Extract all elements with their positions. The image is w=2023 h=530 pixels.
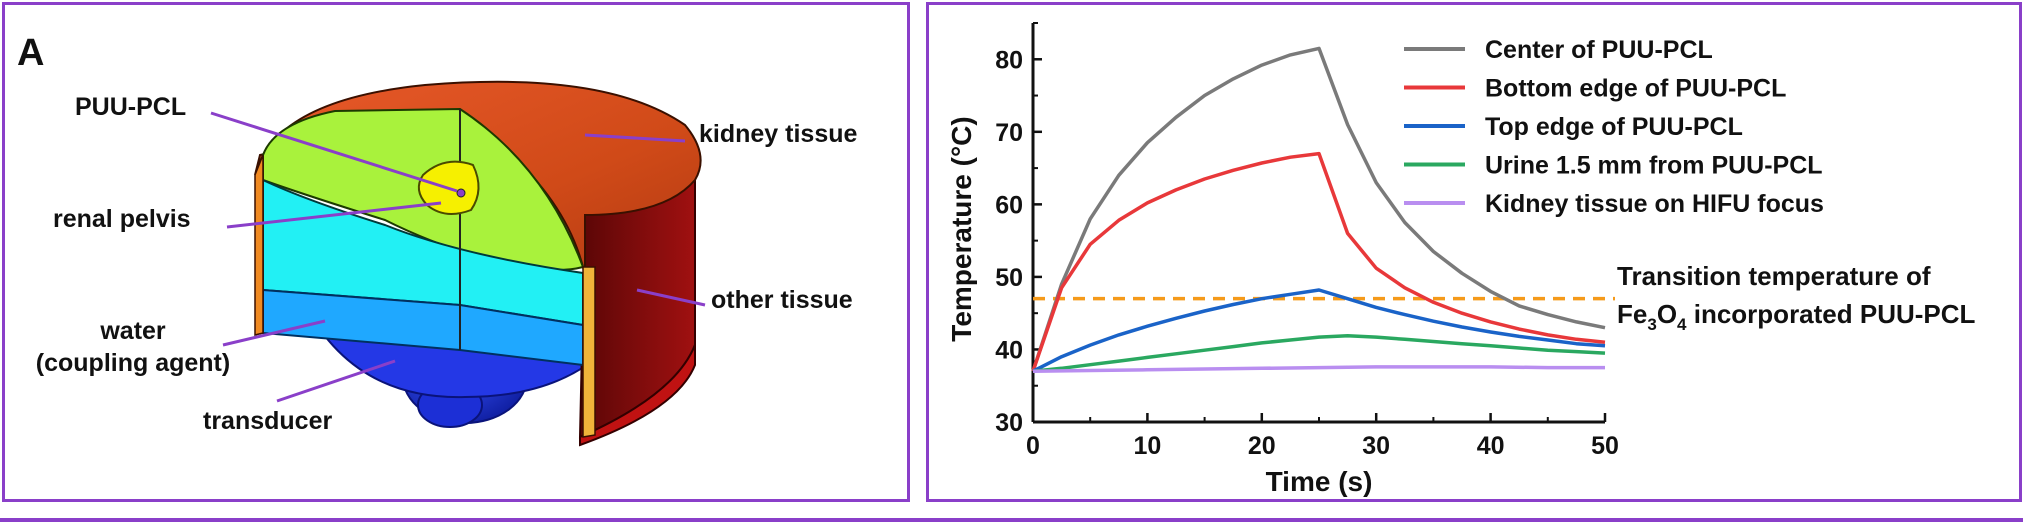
transition-annotation: Transition temperature of Fe3O4 incorpor…: [1617, 261, 1976, 334]
panel-b: 0 10 20 30 40 50 30 40 50 60 70 80 Center of PUU-PC…: [926, 2, 2022, 502]
label-renal-pelvis: renal pelvis: [53, 205, 191, 233]
chart-legend: Center of PUU-PCL Bottom edge of PUU-PCL T…: [1404, 36, 1824, 218]
x-tick-label: 20: [1248, 432, 1276, 460]
bottom-divider: [0, 518, 2023, 522]
series-line-2: [1032, 288, 1606, 373]
x-axis-label: Time (s): [1266, 466, 1373, 497]
label-other-tissue: other tissue: [711, 286, 853, 314]
legend-label-1: Bottom edge of PUU-PCL: [1485, 75, 1786, 103]
series-line-3: [1032, 333, 1606, 373]
x-tick-label: 50: [1591, 432, 1619, 460]
label-transducer: transducer: [203, 407, 332, 435]
cyan-layer-shape: [262, 178, 584, 327]
y-tick-label: 60: [995, 191, 1023, 219]
y-tick-label: 50: [995, 264, 1023, 292]
y-tick-label: 80: [995, 46, 1023, 74]
kidney-model-diagram: A: [17, 32, 857, 447]
x-tick-label: 30: [1362, 432, 1390, 460]
y-tick-label: 40: [995, 336, 1023, 364]
series-line-1: [1031, 151, 1606, 372]
label-coupling-agent: (coupling agent): [36, 349, 230, 377]
chart-axes: 0 10 20 30 40 50 30 40 50 60 70 80: [995, 22, 1619, 460]
series-line-4: [1032, 365, 1605, 373]
temperature-chart: 0 10 20 30 40 50 30 40 50 60 70 80 Center of PUU-PC…: [946, 22, 1976, 497]
legend-label-4: Kidney tissue on HIFU focus: [1485, 190, 1824, 218]
legend-label-2: Top edge of PUU-PCL: [1485, 113, 1743, 141]
chart-series: [1031, 46, 1615, 373]
annotation-line2: Fe3O4 incorporated PUU-PCL: [1617, 299, 1976, 334]
series-line-0: [1031, 46, 1606, 372]
label-kidney-tissue: kidney tissue: [699, 120, 857, 148]
x-tick-label: 0: [1026, 432, 1040, 460]
legend-label-3: Urine 1.5 mm from PUU-PCL: [1485, 152, 1823, 180]
puu-pcl-dot: [456, 188, 466, 198]
x-tick-label: 10: [1133, 432, 1161, 460]
label-water: water: [99, 317, 166, 345]
y-tick-label: 70: [995, 119, 1023, 147]
panel-letter: A: [17, 32, 44, 74]
y-tick-label: 30: [995, 409, 1023, 437]
leader-lines: [210, 111, 706, 403]
legend-label-0: Center of PUU-PCL: [1485, 36, 1713, 64]
annotation-line1: Transition temperature of: [1617, 261, 1931, 291]
label-puu-pcl: PUU-PCL: [75, 93, 186, 121]
panel-a: A: [2, 2, 910, 502]
y-axis-label: Temperature (°C): [946, 116, 977, 341]
x-tick-label: 40: [1477, 432, 1505, 460]
